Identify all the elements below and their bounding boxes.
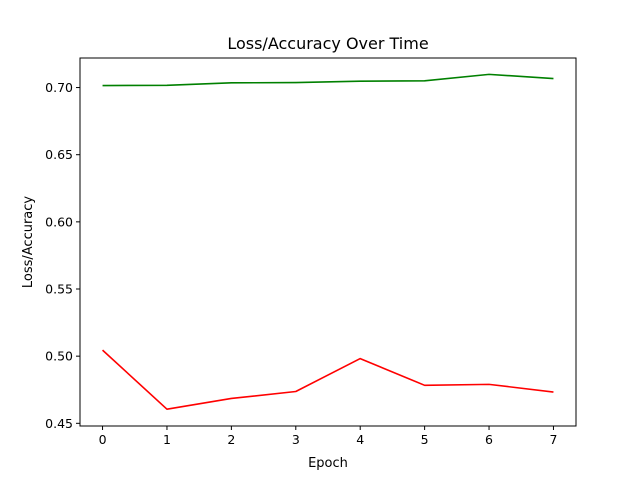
y-tick-label-5: 0.70: [45, 80, 73, 95]
x-tick-label-4: 4: [356, 432, 364, 447]
y-axis: 0.45 0.50 0.55 0.60 0.65 0.70: [45, 80, 80, 431]
x-axis-label: Epoch: [308, 456, 348, 471]
chart-title: Loss/Accuracy Over Time: [227, 34, 428, 53]
y-axis-label: Loss/Accuracy: [21, 196, 36, 289]
x-tick-label-6: 6: [485, 432, 493, 447]
series-line-0: [102, 73, 554, 87]
y-tick-label-2: 0.55: [45, 282, 73, 297]
plot-frame: [79, 57, 577, 427]
x-tick-label-2: 2: [227, 432, 235, 447]
series-layer: [102, 73, 554, 411]
x-axis: 0 1 2 3 4 5 6 7: [99, 426, 557, 447]
series-line-1: [102, 349, 554, 411]
x-tick-label-5: 5: [421, 432, 429, 447]
y-tick-label-4: 0.65: [45, 147, 73, 162]
x-tick-label-3: 3: [292, 432, 300, 447]
y-tick-label-0: 0.45: [45, 416, 73, 431]
x-tick-label-0: 0: [99, 432, 107, 447]
x-tick-label-1: 1: [163, 432, 171, 447]
y-tick-label-1: 0.50: [45, 349, 73, 364]
y-tick-label-3: 0.60: [45, 214, 73, 229]
x-tick-label-7: 7: [549, 432, 557, 447]
